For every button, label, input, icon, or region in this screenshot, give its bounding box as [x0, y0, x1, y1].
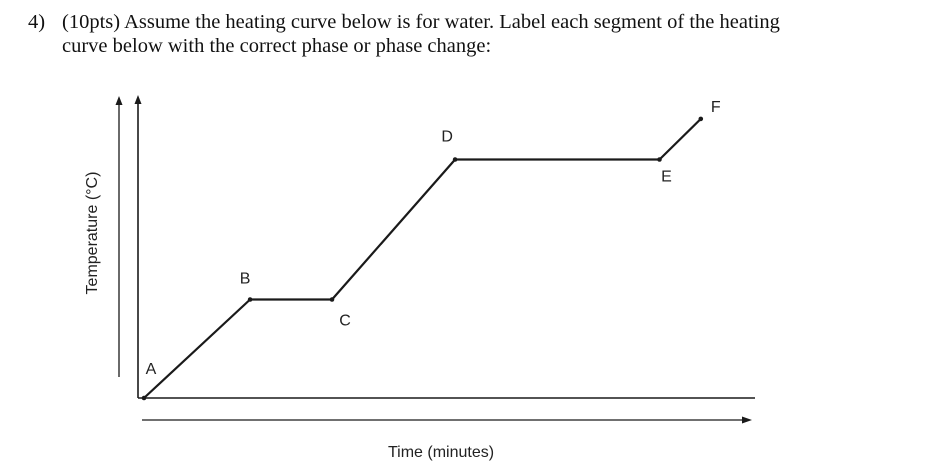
point-label-c: C: [339, 313, 351, 330]
curve-segment-ef: [658, 117, 702, 161]
point-label-a: A: [146, 361, 157, 378]
x-axis-label: Time (minutes): [388, 444, 494, 461]
curve-point-a: [141, 395, 147, 401]
curve-point-e: [657, 157, 662, 162]
point-label-b: B: [240, 271, 251, 288]
point-labels: A B C D E F: [146, 99, 721, 378]
heating-curve: [141, 116, 704, 401]
curve-point-c: [329, 297, 335, 302]
y-axis-label: Temperature (°C): [84, 172, 101, 295]
question-text: 4) (10pts) Assume the heating curve below…: [28, 10, 940, 58]
point-label-f: F: [711, 99, 721, 116]
curve-point-d: [452, 157, 458, 162]
y-axis-arrowhead: [134, 95, 142, 104]
curve-point-f: [698, 116, 704, 122]
curve-segment-cd: [330, 158, 457, 301]
point-label-d: D: [441, 129, 453, 146]
question-line-1: (10pts) Assume the heating curve below i…: [62, 11, 780, 33]
curve-segment-ab: [142, 298, 252, 400]
y-direction-arrowhead: [115, 96, 123, 105]
point-label-e: E: [661, 169, 672, 186]
curve-point-b: [247, 297, 253, 302]
question-line-2: curve below with the correct phase or ph…: [62, 35, 492, 57]
question-number: 4): [28, 11, 46, 33]
x-direction-arrowhead: [742, 416, 752, 424]
chart-axes: [115, 95, 755, 424]
